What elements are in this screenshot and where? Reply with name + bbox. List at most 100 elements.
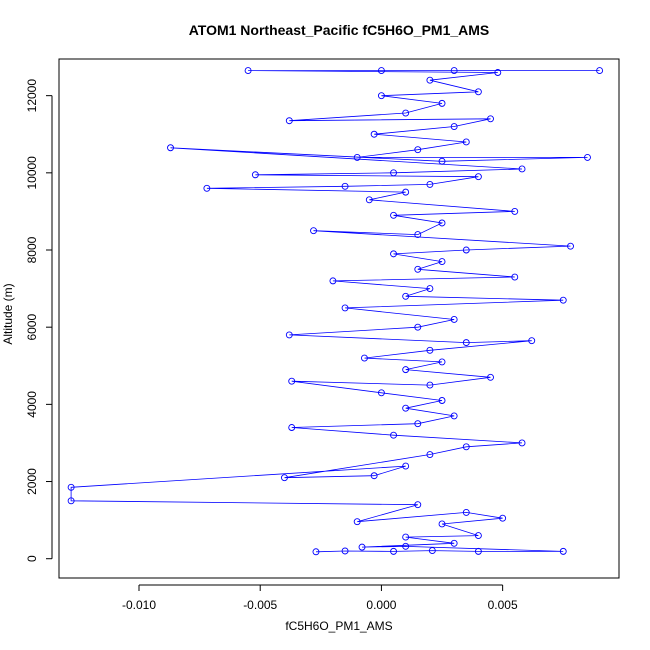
y-tick-label: 10000 — [25, 156, 39, 190]
data-point — [462, 339, 470, 347]
plot-frame — [58, 58, 620, 579]
data-point — [414, 231, 422, 239]
data-point — [428, 547, 436, 555]
x-tick-label: 0.000 — [366, 598, 396, 612]
data-point — [353, 153, 361, 161]
data-point — [365, 196, 373, 204]
y-axis-label: Altitude (m) — [1, 283, 15, 344]
data-point — [402, 366, 410, 374]
data-point — [487, 373, 494, 381]
data-point — [462, 508, 470, 516]
data-point — [511, 273, 519, 281]
x-tick-label: 0.005 — [488, 598, 518, 612]
data-point — [426, 285, 434, 293]
y-tick-label: 6000 — [25, 314, 39, 341]
data-point — [426, 180, 434, 188]
y-axis: 0 2000 4000 6000 8000 10000 12000 — [25, 79, 53, 562]
data-point — [244, 67, 252, 75]
data-point — [414, 146, 422, 154]
data-point — [377, 389, 385, 397]
data-point — [518, 439, 526, 447]
x-axis-label: fC5H6O_PM1_AMS — [285, 619, 392, 633]
data-point — [474, 88, 482, 96]
data-layer — [67, 67, 604, 556]
data-point — [370, 130, 378, 138]
data-point — [67, 497, 75, 505]
data-point — [341, 182, 349, 190]
data-point — [402, 188, 410, 196]
data-point — [310, 227, 317, 235]
data-point — [358, 543, 366, 551]
data-point — [426, 381, 434, 389]
data-point — [377, 92, 385, 100]
data-point — [285, 331, 293, 339]
data-point — [414, 265, 422, 273]
data-point — [288, 377, 296, 385]
data-point — [567, 242, 574, 250]
data-point — [426, 76, 434, 84]
x-axis: -0.010 -0.005 0.000 0.005 — [122, 584, 518, 612]
data-point — [341, 547, 349, 555]
data-point — [281, 474, 288, 482]
data-point — [353, 518, 361, 526]
data-point — [474, 532, 482, 540]
data-point — [312, 548, 320, 556]
data-point — [584, 153, 591, 161]
y-tick-label: 8000 — [25, 236, 39, 263]
x-tick-label: -0.005 — [243, 598, 277, 612]
data-point — [450, 67, 458, 75]
data-point — [370, 472, 378, 480]
data-point — [390, 431, 397, 439]
data-point — [518, 165, 526, 173]
data-point — [402, 533, 410, 541]
data-point — [494, 69, 502, 76]
data-point — [390, 547, 397, 555]
data-point — [438, 358, 446, 366]
data-point — [450, 123, 458, 130]
data-point — [402, 462, 410, 470]
data-point — [438, 157, 446, 165]
data-point — [499, 514, 507, 522]
data-point — [390, 169, 397, 177]
data-point — [402, 404, 410, 412]
data-point — [511, 207, 519, 215]
y-tick-label: 12000 — [25, 79, 39, 113]
x-tick-label: -0.010 — [122, 598, 156, 612]
data-point — [462, 246, 470, 254]
data-point — [285, 117, 293, 125]
data-point — [402, 109, 410, 117]
y-tick-label: 4000 — [25, 391, 39, 418]
data-point — [414, 420, 422, 428]
data-point — [377, 67, 385, 75]
data-point — [450, 316, 458, 323]
data-point — [474, 173, 482, 181]
data-point — [559, 296, 567, 304]
data-point — [288, 424, 296, 431]
data-point — [341, 304, 349, 312]
data-point — [462, 138, 470, 146]
series-line — [70, 70, 600, 553]
data-point — [487, 115, 494, 123]
data-point — [402, 542, 410, 550]
data-point — [426, 346, 434, 354]
data-point — [438, 258, 446, 266]
data-point — [528, 337, 536, 345]
data-point — [438, 99, 446, 107]
data-point — [414, 501, 422, 509]
data-point — [251, 171, 259, 179]
data-point — [203, 184, 211, 192]
chart-title: ATOM1 Northeast_Pacific fC5H6O_PM1_AMS — [189, 22, 490, 38]
data-point — [426, 451, 434, 458]
data-point — [596, 67, 604, 75]
data-point — [414, 323, 422, 331]
data-point — [474, 547, 482, 555]
data-point — [462, 443, 470, 451]
data-point — [390, 211, 397, 219]
data-point — [402, 292, 410, 300]
data-point — [438, 219, 446, 227]
data-point — [390, 250, 397, 258]
y-tick-label: 2000 — [25, 468, 39, 495]
data-point — [167, 144, 174, 152]
data-point — [438, 520, 446, 528]
